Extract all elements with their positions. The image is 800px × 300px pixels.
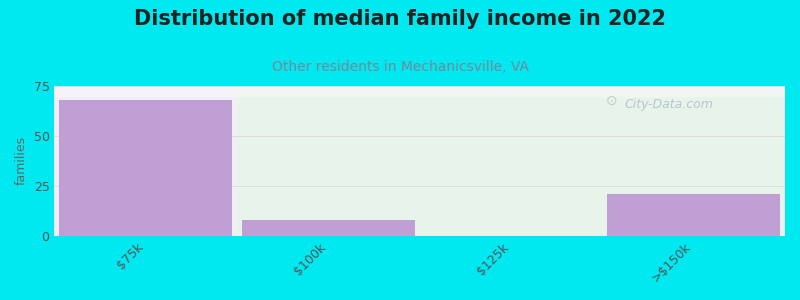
Y-axis label: families: families	[15, 136, 28, 185]
Bar	[54, 86, 237, 236]
Bar	[237, 86, 785, 236]
Bar	[59, 100, 233, 236]
Text: City-Data.com: City-Data.com	[624, 98, 713, 111]
Bar	[54, 86, 785, 96]
Text: Other residents in Mechanicsville, VA: Other residents in Mechanicsville, VA	[271, 60, 529, 74]
Text: ⊙: ⊙	[606, 94, 618, 108]
Bar	[242, 220, 415, 236]
Bar	[607, 194, 781, 236]
Text: Distribution of median family income in 2022: Distribution of median family income in …	[134, 9, 666, 29]
